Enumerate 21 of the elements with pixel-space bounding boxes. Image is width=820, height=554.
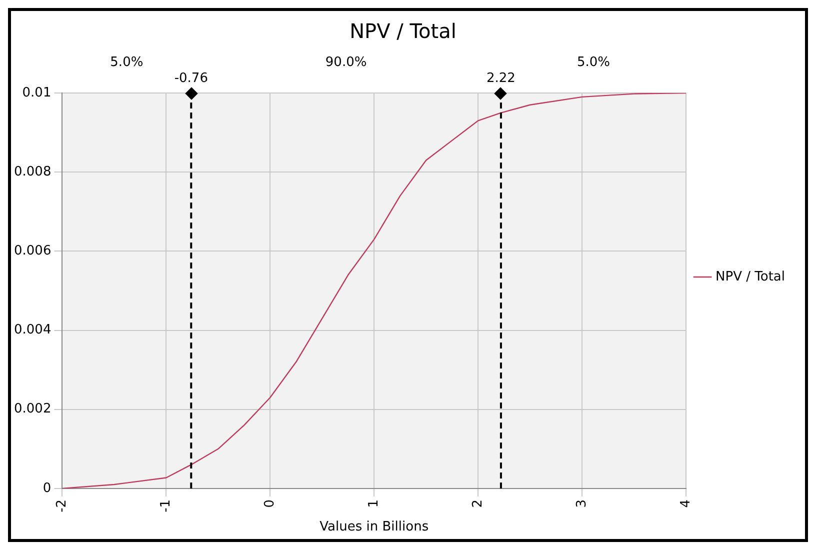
legend-label: NPV / Total	[716, 269, 786, 284]
x-tick-label: 3	[574, 499, 590, 508]
x-tick-label: 2	[470, 499, 486, 508]
x-tick-label: 1	[366, 499, 382, 508]
y-tick-label: 0	[42, 480, 52, 496]
x-tick-label: -2	[54, 499, 70, 512]
y-tick-label: 0.01	[22, 85, 52, 100]
text: 5.0%	[110, 54, 144, 70]
chart-title: NPV / Total	[350, 19, 456, 44]
text: 5.0%	[576, 54, 610, 70]
x-axis-title: Values in Billions	[320, 520, 429, 535]
x-tick-label: -1	[158, 499, 174, 512]
ref-line-label: -0.76	[174, 70, 208, 86]
y-tick-label: 0.008	[14, 164, 52, 180]
x-tick-label: 0	[262, 499, 278, 508]
text: 90.0%	[325, 54, 367, 70]
ref-line-label: 2.22	[486, 70, 516, 86]
y-tick-label: 0.004	[14, 322, 52, 338]
y-tick-label: 0.006	[14, 244, 52, 259]
y-tick-label: 0.002	[14, 402, 52, 417]
x-tick-label: 4	[678, 499, 694, 508]
